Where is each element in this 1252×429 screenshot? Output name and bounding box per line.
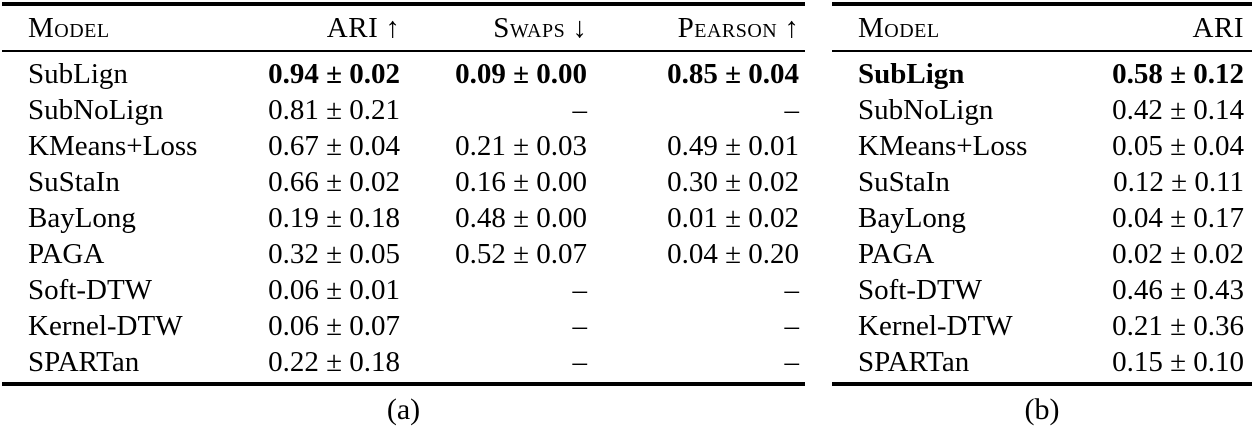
table-row: BayLong 0.19 ± 0.18 0.48 ± 0.00 0.01 ± 0… (2, 200, 805, 236)
ari-value: 0.32 ± 0.05 (268, 238, 400, 270)
subfigure-caption-b: (b) (1024, 393, 1060, 426)
pearson-value: – (784, 94, 800, 126)
swaps-value: 0.52 ± 0.07 (455, 238, 587, 270)
ari-value: 0.05 ± 0.04 (1112, 130, 1244, 162)
model-cell: BayLong (28, 202, 136, 234)
table-row: BayLong 0.04 ± 0.17 (832, 200, 1252, 236)
table-row: Kernel-DTW 0.06 ± 0.07 – – (2, 308, 805, 344)
header-pearson: Pearson ↑ (677, 12, 800, 44)
swaps-value: – (572, 310, 588, 342)
ari-value: 0.81 ± 0.21 (268, 94, 400, 126)
model-cell: SuStaIn (858, 166, 950, 198)
ari-value: 0.42 ± 0.14 (1112, 94, 1244, 126)
header-model: Model (858, 12, 940, 44)
table-row: Soft-DTW 0.06 ± 0.01 – – (2, 272, 805, 308)
ari-value: 0.94 ± 0.02 (268, 58, 400, 90)
pearson-value: 0.04 ± 0.20 (667, 238, 799, 270)
swaps-value: – (572, 346, 588, 378)
ari-value: 0.06 ± 0.07 (268, 310, 400, 342)
pearson-value: 0.85 ± 0.04 (667, 58, 799, 90)
model-cell: Kernel-DTW (858, 310, 1013, 342)
table-header-row: Model ARI (832, 6, 1252, 50)
model-cell: SPARTan (28, 346, 140, 378)
model-cell: SubNoLign (28, 94, 164, 126)
model-cell: Soft-DTW (858, 274, 983, 306)
table-row: SPARTan 0.15 ± 0.10 (832, 344, 1252, 380)
ari-value: 0.22 ± 0.18 (268, 346, 400, 378)
swaps-value: – (572, 94, 588, 126)
table-top-rule (2, 2, 805, 6)
swaps-value: 0.09 ± 0.00 (455, 58, 587, 90)
model-cell: SubLign (28, 58, 128, 90)
table-row: SuStaIn 0.66 ± 0.02 0.16 ± 0.00 0.30 ± 0… (2, 164, 805, 200)
header-ari: ARI ↑ (326, 12, 401, 44)
subfigure-caption-a: (a) (386, 393, 421, 426)
ari-value: 0.46 ± 0.43 (1112, 274, 1244, 306)
table-row: KMeans+Loss 0.05 ± 0.04 (832, 128, 1252, 164)
model-cell: SuStaIn (28, 166, 120, 198)
table-row: PAGA 0.32 ± 0.05 0.52 ± 0.07 0.04 ± 0.20 (2, 236, 805, 272)
model-cell: Soft-DTW (28, 274, 153, 306)
swaps-value: – (572, 274, 588, 306)
table-mid-rule (832, 50, 1252, 52)
ari-value: 0.04 ± 0.17 (1112, 202, 1244, 234)
table-mid-rule (2, 50, 805, 52)
model-cell: BayLong (858, 202, 966, 234)
table-row: SubNoLign 0.42 ± 0.14 (832, 92, 1252, 128)
up-arrow-icon: ↑ (385, 12, 401, 44)
model-cell: PAGA (28, 238, 105, 270)
table-bottom-rule (832, 382, 1252, 386)
ari-value: 0.02 ± 0.02 (1112, 238, 1244, 270)
table-row: KMeans+Loss 0.67 ± 0.04 0.21 ± 0.03 0.49… (2, 128, 805, 164)
ari-value: 0.67 ± 0.04 (268, 130, 400, 162)
pearson-value: 0.30 ± 0.02 (667, 166, 799, 198)
table-row: SubNoLign 0.81 ± 0.21 – – (2, 92, 805, 128)
table-body: SubLign 0.94 ± 0.02 0.09 ± 0.00 0.85 ± 0… (2, 52, 805, 382)
ari-value: 0.12 ± 0.11 (1113, 166, 1244, 198)
pearson-value: 0.49 ± 0.01 (667, 130, 799, 162)
ari-value: 0.21 ± 0.36 (1112, 310, 1244, 342)
header-swaps: Swaps ↓ (493, 12, 588, 44)
model-cell: SubLign (858, 58, 965, 90)
table-row: PAGA 0.02 ± 0.02 (832, 236, 1252, 272)
model-cell: SubNoLign (858, 94, 994, 126)
swaps-value: 0.21 ± 0.03 (455, 130, 587, 162)
swaps-value: 0.48 ± 0.00 (455, 202, 587, 234)
up-arrow-icon: ↑ (784, 12, 800, 44)
ari-value: 0.66 ± 0.02 (268, 166, 400, 198)
ari-value: 0.15 ± 0.10 (1112, 346, 1244, 378)
ari-value: 0.06 ± 0.01 (268, 274, 400, 306)
header-ari: ARI (1192, 12, 1244, 44)
pearson-value: – (784, 310, 800, 342)
results-table-b: Model ARI SubLign 0.58 ± 0.12 SubNoLign … (832, 2, 1252, 428)
model-cell: SPARTan (858, 346, 970, 378)
table-body: SubLign 0.58 ± 0.12 SubNoLign 0.42 ± 0.1… (832, 52, 1252, 382)
table-row: SuStaIn 0.12 ± 0.11 (832, 164, 1252, 200)
table-row: Kernel-DTW 0.21 ± 0.36 (832, 308, 1252, 344)
table-bottom-rule (2, 382, 805, 386)
model-cell: Kernel-DTW (28, 310, 183, 342)
swaps-value: 0.16 ± 0.00 (455, 166, 587, 198)
pearson-value: – (784, 274, 800, 306)
results-table-a: Model ARI ↑ Swaps ↓ Pearson ↑ SubLign 0.… (2, 2, 805, 428)
ari-value: 0.19 ± 0.18 (268, 202, 400, 234)
table-row: SubLign 0.58 ± 0.12 (832, 56, 1252, 92)
pearson-value: – (784, 346, 800, 378)
header-model: Model (28, 12, 110, 44)
model-cell: KMeans+Loss (858, 130, 1028, 162)
table-row: SPARTan 0.22 ± 0.18 – – (2, 344, 805, 380)
table-header-row: Model ARI ↑ Swaps ↓ Pearson ↑ (2, 6, 805, 50)
ari-value: 0.58 ± 0.12 (1112, 58, 1244, 90)
down-arrow-icon: ↓ (572, 12, 588, 44)
model-cell: PAGA (858, 238, 935, 270)
model-cell: KMeans+Loss (28, 130, 198, 162)
table-row: SubLign 0.94 ± 0.02 0.09 ± 0.00 0.85 ± 0… (2, 56, 805, 92)
pearson-value: 0.01 ± 0.02 (667, 202, 799, 234)
table-row: Soft-DTW 0.46 ± 0.43 (832, 272, 1252, 308)
table-top-rule (832, 2, 1252, 6)
